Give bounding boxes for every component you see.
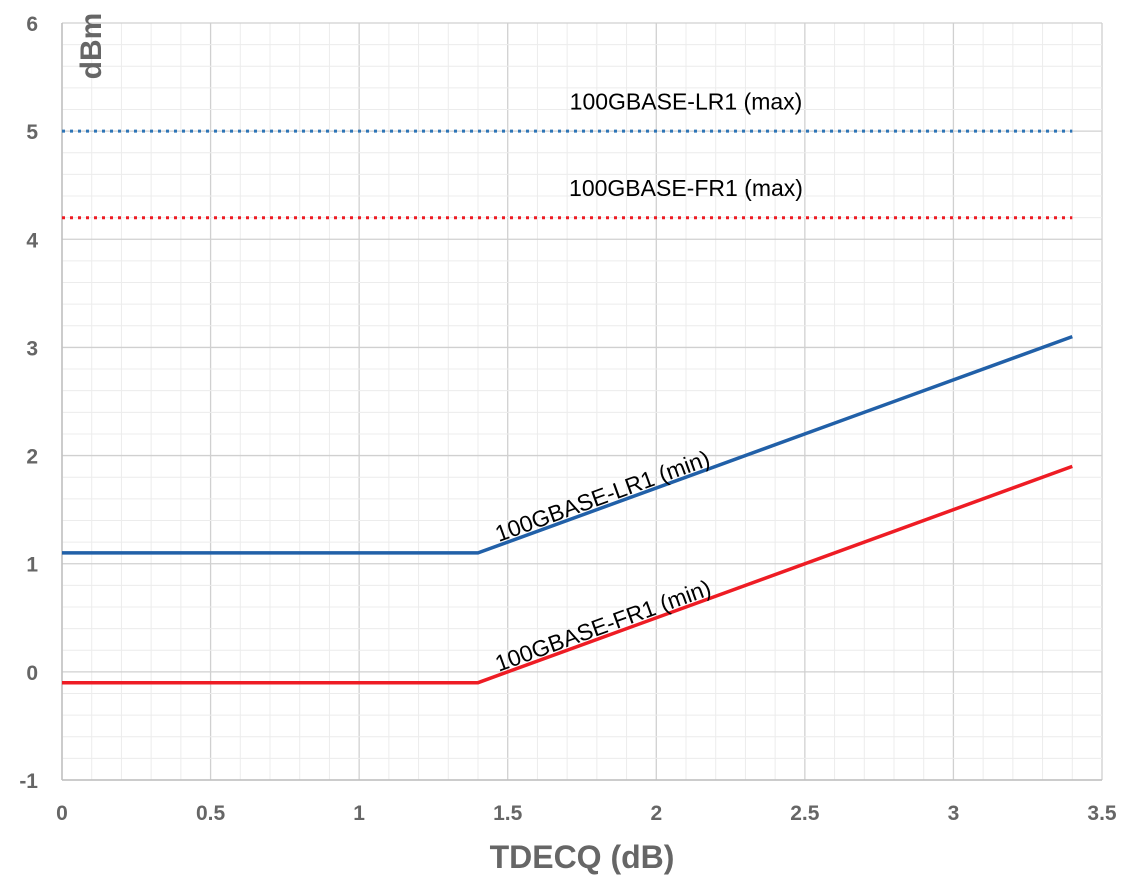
y-axis-title: dBm bbox=[75, 13, 108, 80]
x-axis-title: TDECQ (dB) bbox=[490, 839, 675, 875]
series-lr1-min-line bbox=[62, 334, 1073, 555]
series-fr1-min-line bbox=[62, 464, 1073, 685]
y-tick-label: 2 bbox=[26, 446, 38, 469]
x-tick-label: 3 bbox=[948, 802, 960, 825]
axes bbox=[61, 23, 1102, 781]
y-tick-label: 3 bbox=[26, 337, 38, 360]
y-tick-label: 5 bbox=[26, 121, 38, 144]
x-tick-label: 1 bbox=[353, 802, 365, 825]
y-tick-label: 4 bbox=[26, 229, 38, 252]
x-tick-label: 1.5 bbox=[493, 802, 523, 825]
y-tick-label: 6 bbox=[26, 13, 38, 36]
tick-labels: 0 0.5 1 1.5 2 2.5 3 3.5 -1 0 1 2 3 4 5 6 bbox=[19, 13, 1117, 825]
y-tick-label: 1 bbox=[26, 554, 38, 577]
x-tick-label: 3.5 bbox=[1087, 802, 1117, 825]
fr1-max-label: 100GBASE-FR1 (max) bbox=[569, 175, 803, 201]
x-tick-label: 0.5 bbox=[196, 802, 226, 825]
series-lines bbox=[62, 129, 1073, 685]
gridlines bbox=[61, 22, 1103, 781]
y-tick-label: 0 bbox=[26, 662, 38, 685]
x-tick-label: 2.5 bbox=[790, 802, 820, 825]
lr1-max-label: 100GBASE-LR1 (max) bbox=[570, 89, 803, 115]
x-tick-label: 0 bbox=[56, 802, 68, 825]
x-tick-label: 2 bbox=[650, 802, 662, 825]
y-tick-label: -1 bbox=[19, 770, 38, 793]
